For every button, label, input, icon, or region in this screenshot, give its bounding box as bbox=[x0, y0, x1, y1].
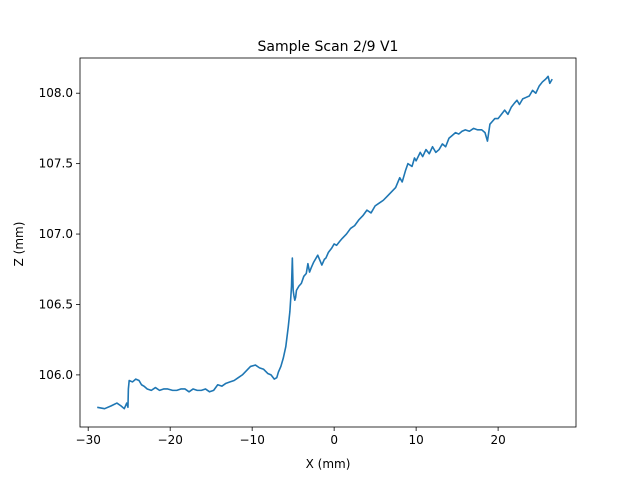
x-tick-label: −10 bbox=[240, 433, 265, 447]
x-axis-label: X (mm) bbox=[306, 457, 351, 471]
y-tick-label: 106.5 bbox=[39, 297, 73, 311]
x-tick-label: 10 bbox=[408, 433, 423, 447]
x-tick-label: 20 bbox=[490, 433, 505, 447]
x-tick-label: −30 bbox=[76, 433, 101, 447]
y-tick-label: 107.0 bbox=[39, 227, 73, 241]
x-tick-label: −20 bbox=[158, 433, 183, 447]
plot-area bbox=[97, 75, 553, 410]
axes-frame bbox=[79, 57, 577, 428]
y-tick-label: 107.5 bbox=[39, 157, 73, 171]
y-axis-label: Z (mm) bbox=[12, 222, 26, 267]
x-tick-label: 0 bbox=[330, 433, 338, 447]
axes: −30 −20 −10 0 10 20 106.0 106.5 107.0 107.5 108.0 bbox=[39, 57, 577, 447]
chart-title: Sample Scan 2/9 V1 bbox=[258, 39, 399, 55]
y-tick-label: 108.0 bbox=[39, 86, 73, 100]
y-tick-label: 106.0 bbox=[39, 368, 73, 382]
series-line-1 bbox=[97, 75, 553, 410]
